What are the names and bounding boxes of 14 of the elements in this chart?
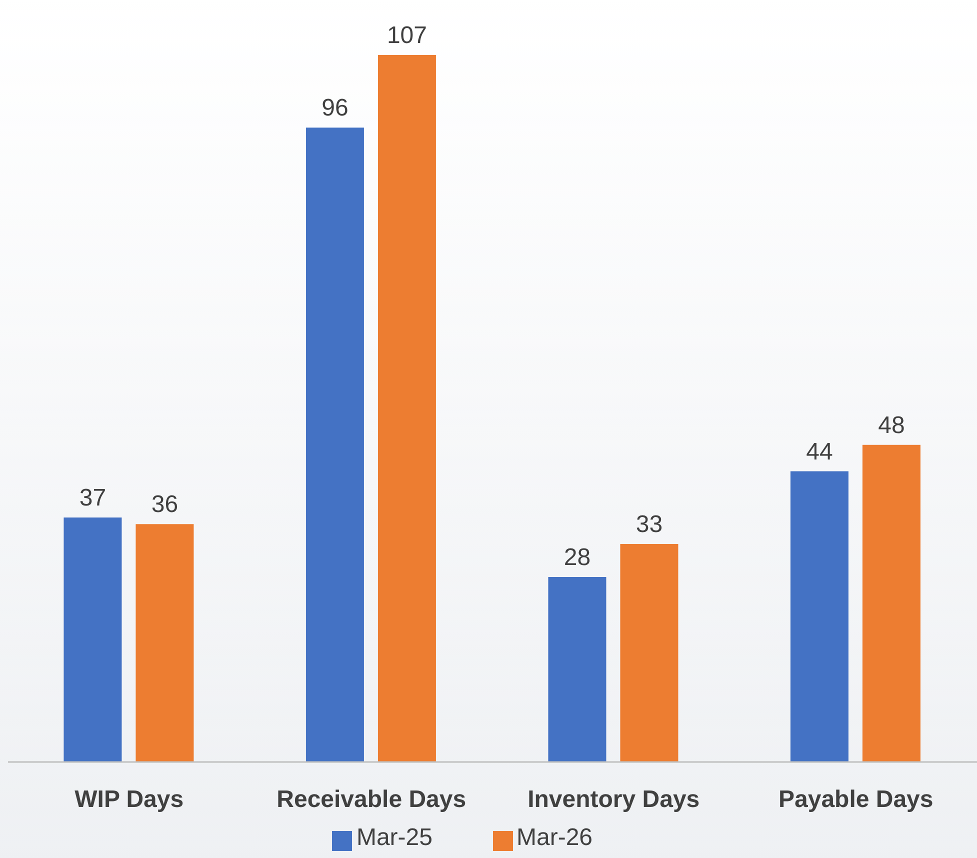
x-tick-label: Receivable Days (276, 786, 466, 814)
data-label: 44 (806, 438, 833, 466)
data-label: 48 (878, 412, 905, 439)
x-tick-label: Inventory Days (528, 786, 700, 814)
x-tick-label: WIP Days (74, 786, 184, 814)
legend-label: Mar-26 (516, 824, 593, 851)
data-label: 96 (322, 94, 348, 122)
data-label: 37 (79, 484, 106, 512)
legend-label: Mar-25 (356, 824, 432, 851)
data-label: 28 (564, 544, 591, 571)
x-tick-label: Payable Days (778, 786, 934, 814)
data-label: 33 (636, 510, 663, 538)
data-label: 36 (151, 491, 178, 518)
data-label: 107 (386, 22, 427, 49)
